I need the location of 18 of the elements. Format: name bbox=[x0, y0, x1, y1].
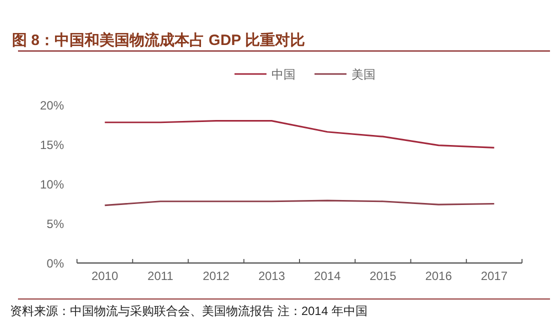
y-tick-label: 10% bbox=[40, 178, 64, 192]
legend-label: 美国 bbox=[352, 68, 376, 82]
chart-title: 图 8：中国和美国物流成本占 GDP 比重对比 bbox=[12, 31, 306, 49]
y-tick-label: 15% bbox=[40, 138, 64, 152]
x-tick-label: 2017 bbox=[480, 269, 508, 283]
x-tick-label: 2015 bbox=[370, 269, 397, 283]
y-tick-label: 5% bbox=[46, 217, 64, 231]
legend-label: 中国 bbox=[272, 68, 296, 82]
x-tick-label: 2013 bbox=[258, 269, 286, 283]
x-tick-label: 2010 bbox=[91, 269, 118, 283]
x-tick-label: 2011 bbox=[148, 269, 174, 283]
line-series bbox=[104, 120, 495, 148]
y-tick-label: 20% bbox=[40, 98, 64, 112]
x-tick-label: 2016 bbox=[425, 269, 452, 283]
y-tick-label: 0% bbox=[46, 256, 64, 270]
x-tick-label: 2012 bbox=[202, 269, 230, 283]
text: 资料来源：中国物流与采购联合会、美国物流报告 注：2014 年中国 bbox=[10, 304, 368, 318]
x-tick-label: 2014 bbox=[314, 269, 341, 283]
